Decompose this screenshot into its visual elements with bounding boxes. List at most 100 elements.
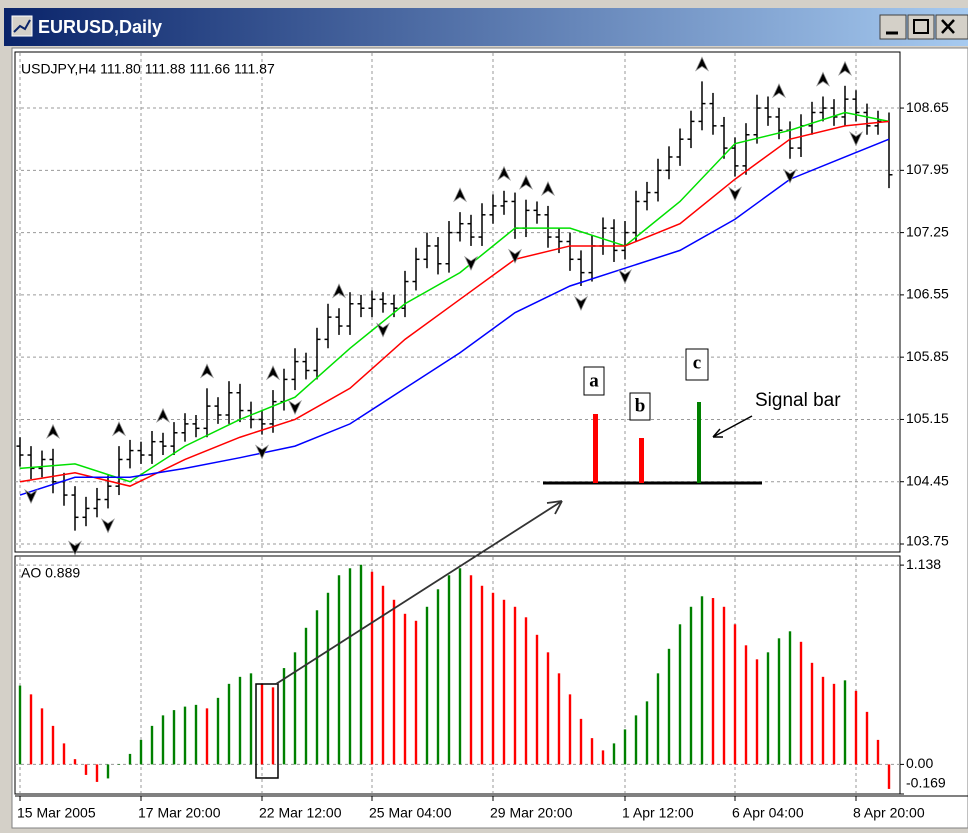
fractal-down	[618, 269, 632, 285]
maximize-glyph	[913, 19, 929, 34]
ao-bar	[689, 606, 693, 765]
ao-bar	[711, 598, 715, 765]
annotation-bar-c	[697, 402, 701, 483]
ao-bar	[106, 764, 110, 779]
ao-bar	[271, 687, 275, 765]
ao-bar	[304, 627, 308, 765]
ao-bar	[821, 676, 825, 765]
maximize-button[interactable]	[907, 14, 935, 40]
fractal-down	[728, 186, 742, 202]
ao-bar	[755, 659, 759, 765]
x-tick-label: 15 Mar 2005	[17, 805, 96, 821]
ao-bar	[447, 575, 451, 765]
moving-average-line	[19, 120, 890, 487]
x-tick-label: 22 Mar 12:00	[259, 805, 342, 821]
ao-bar	[150, 725, 154, 765]
window-icon	[11, 15, 33, 37]
ao-bar	[788, 631, 792, 765]
link-arrow	[275, 500, 563, 685]
fractal-up	[497, 165, 511, 181]
fractal-down	[101, 518, 115, 534]
ao-bar	[238, 676, 242, 765]
ao-bar	[700, 596, 704, 765]
annotation-box-c	[685, 348, 709, 381]
ao-bar	[359, 564, 363, 765]
ao-bar	[348, 568, 352, 765]
close-glyph	[941, 19, 955, 34]
ao-bar	[370, 571, 374, 765]
fractal-up	[838, 60, 852, 76]
ao-bar	[216, 697, 220, 765]
ao-bar	[634, 715, 638, 765]
ao-bar	[513, 606, 517, 765]
annotation-bar-b	[639, 438, 644, 483]
ao-bar	[579, 718, 583, 765]
ao-bar	[249, 673, 253, 765]
price-panel-title: USDJPY,H4 111.80 111.88 111.66 111.87	[21, 61, 275, 77]
ao-bar	[480, 585, 484, 765]
fractal-down	[255, 444, 269, 460]
ao-bar	[865, 711, 869, 765]
ao-bar	[326, 592, 330, 765]
ao-bar	[645, 701, 649, 765]
ao-bar	[73, 759, 77, 765]
ao-panel	[14, 555, 901, 795]
ao-bar	[29, 694, 33, 765]
ao-bar	[810, 662, 814, 765]
y-tick-label: 106.55	[906, 286, 949, 302]
x-tick-label: 29 Mar 20:00	[490, 805, 573, 821]
ao-bar	[469, 575, 473, 765]
y-tick-label: 103.75	[906, 533, 949, 549]
y-tick-label: 105.15	[906, 410, 949, 426]
ao-bar	[128, 753, 132, 765]
title-bar	[4, 8, 968, 46]
ao-bar	[40, 708, 44, 765]
ao-bar	[381, 585, 385, 765]
ao-panel-title: AO 0.889	[21, 565, 80, 581]
annotation-label: a	[589, 370, 599, 391]
ao-bar	[766, 652, 770, 765]
annotation-bar-a	[593, 414, 598, 483]
y-tick-label: 0.00	[906, 755, 933, 771]
ao-bar	[612, 743, 616, 765]
annotation-label: b	[635, 395, 646, 416]
ao-bar	[744, 645, 748, 765]
ao-bar	[667, 648, 671, 765]
fractal-down	[288, 399, 302, 416]
ao-bar	[524, 617, 528, 765]
annotation-label: c	[693, 352, 701, 373]
fractal-down	[376, 322, 390, 338]
ao-bar	[227, 683, 231, 765]
ao-bar	[436, 589, 440, 765]
ao-bar	[84, 764, 88, 775]
fractal-up	[332, 283, 346, 299]
y-tick-label: 107.25	[906, 223, 949, 239]
ao-bar	[623, 729, 627, 765]
minimize-button[interactable]	[879, 14, 907, 40]
ao-bar	[260, 683, 264, 765]
y-tick-label: -0.169	[906, 775, 946, 791]
fractal-up	[46, 423, 60, 439]
ao-bar	[601, 750, 605, 765]
fractal-down	[68, 540, 82, 556]
ao-bar	[590, 738, 594, 765]
ao-bar	[832, 683, 836, 765]
fractal-down	[849, 131, 863, 147]
fractal-up	[816, 71, 830, 87]
y-tick-label: 104.45	[906, 472, 949, 488]
y-tick-label: 107.95	[906, 161, 949, 177]
ao-bar	[722, 606, 726, 765]
fractal-up	[266, 365, 280, 381]
window-title: EURUSD,Daily	[38, 17, 162, 37]
signal-bar-label: Signal bar	[755, 390, 841, 411]
ao-bar	[733, 624, 737, 765]
ao-bar	[194, 704, 198, 765]
ao-bar	[95, 764, 99, 782]
ao-bar	[887, 764, 891, 789]
chart-area	[11, 47, 968, 829]
x-tick-label: 25 Mar 04:00	[369, 805, 452, 821]
ao-bar	[546, 652, 550, 765]
close-button[interactable]	[935, 14, 968, 40]
ao-bar	[161, 715, 165, 765]
x-tick-label: 8 Apr 20:00	[853, 805, 925, 821]
